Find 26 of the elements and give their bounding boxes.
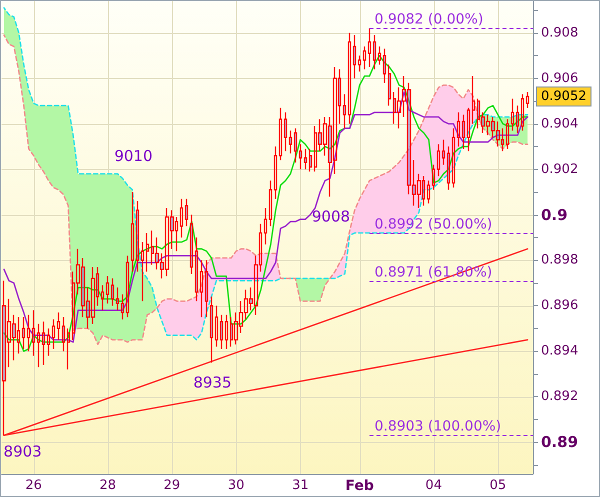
y-tick-label: 0.906 xyxy=(541,70,578,86)
text: 0.9052 xyxy=(541,89,586,104)
x-tick-label: 05 xyxy=(490,478,506,493)
x-tick-label: 31 xyxy=(292,478,309,493)
ref-line-label: 0.9082 (0.00%) xyxy=(374,12,484,28)
y-tick-label: 0.894 xyxy=(541,344,578,359)
y-tick-label: 0.904 xyxy=(541,116,578,132)
x-tick-label: 28 xyxy=(99,478,116,493)
x-tick-label: 30 xyxy=(228,478,244,493)
y-tick-label: 0.89 xyxy=(541,433,578,452)
y-tick-label: 0.892 xyxy=(541,389,578,404)
x-tick-label: 04 xyxy=(425,478,442,493)
y-tick-label: 0.908 xyxy=(541,25,578,40)
annotation: 8935 xyxy=(193,374,232,392)
y-tick-label: 0.898 xyxy=(541,252,578,268)
annotation: 9008 xyxy=(312,208,350,226)
x-tick-label: 29 xyxy=(164,478,180,493)
y-tick-label: 0.896 xyxy=(541,298,578,314)
y-tick-label: 0.902 xyxy=(541,162,578,177)
annotation: 9010 xyxy=(114,147,153,166)
ref-line-label: 0.8992 (50.00%) xyxy=(374,216,492,232)
x-tick-label: Feb xyxy=(345,478,374,494)
y-tick-label: 0.9 xyxy=(541,206,568,224)
annotation: 8903 xyxy=(4,442,42,460)
x-tick-label: 26 xyxy=(25,478,42,493)
ref-line-label: 0.8903 (100.00%) xyxy=(374,418,502,434)
